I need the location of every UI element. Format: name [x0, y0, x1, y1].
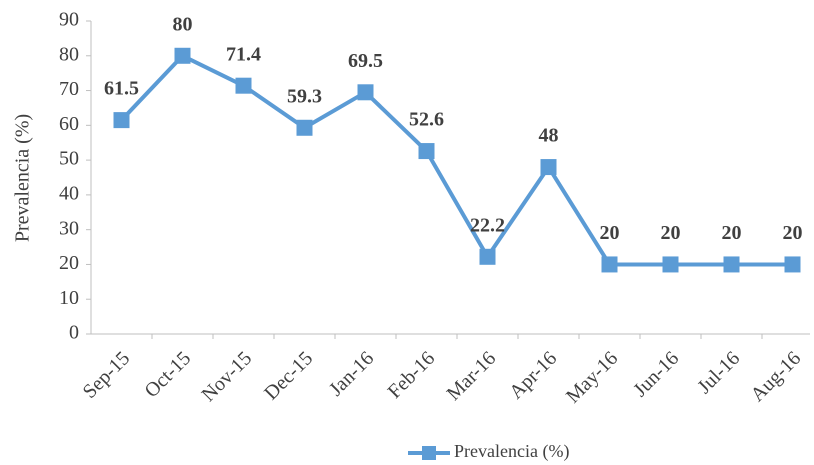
data-label: 80 [173, 13, 193, 35]
marker [113, 112, 130, 129]
x-tick-label: Oct-15 [140, 347, 195, 402]
data-label: 71.4 [226, 43, 261, 65]
data-label: 20 [661, 222, 681, 244]
marker [174, 47, 191, 64]
legend-label: Prevalencia (%) [454, 441, 569, 462]
marker [479, 248, 496, 265]
x-tick-label: Jan-16 [325, 347, 378, 400]
data-label: 61.5 [104, 78, 139, 100]
y-tick-label: 0 [69, 322, 79, 344]
x-tick-label: Aug-16 [747, 347, 806, 406]
data-label: 48 [539, 125, 559, 147]
marker [540, 159, 557, 176]
x-tick-label: Sep-15 [79, 347, 135, 403]
x-tick-label: Jun-16 [629, 347, 683, 401]
y-tick-label: 80 [59, 43, 79, 65]
marker [357, 84, 374, 101]
x-tick-label: Dec-15 [260, 347, 317, 404]
y-tick-label: 10 [59, 287, 79, 309]
y-tick-label: 60 [59, 113, 79, 135]
y-tick-label: 70 [59, 78, 79, 100]
x-tick-label: Mar-16 [443, 347, 501, 405]
y-tick-label: 20 [59, 252, 79, 274]
y-tick-label: 30 [59, 217, 79, 239]
data-label: 20 [783, 222, 803, 244]
y-tick-label: 50 [59, 148, 79, 170]
x-tick-label: Nov-15 [198, 347, 257, 406]
data-label: 59.3 [287, 85, 322, 107]
marker [296, 119, 313, 136]
marker [784, 256, 801, 273]
marker [723, 256, 740, 273]
data-label: 69.5 [348, 50, 383, 72]
y-tick-label: 40 [59, 182, 79, 204]
marker [601, 256, 618, 273]
data-label: 22.2 [470, 214, 505, 236]
x-tick-label: Apr-16 [505, 347, 561, 403]
marker [235, 77, 252, 94]
x-tick-label: Jul-16 [693, 347, 744, 398]
data-label: 20 [600, 222, 620, 244]
marker [418, 143, 435, 160]
data-label: 52.6 [409, 109, 444, 131]
x-tick-label: Feb-16 [384, 347, 440, 403]
x-tick-label: May-16 [562, 347, 622, 407]
series-line [120, 53, 793, 267]
legend-marker [422, 446, 436, 460]
data-label: 20 [722, 222, 742, 244]
y-axis-label: Prevalencia (%) [12, 114, 34, 242]
y-tick-label: 90 [59, 9, 79, 31]
marker [662, 256, 679, 273]
